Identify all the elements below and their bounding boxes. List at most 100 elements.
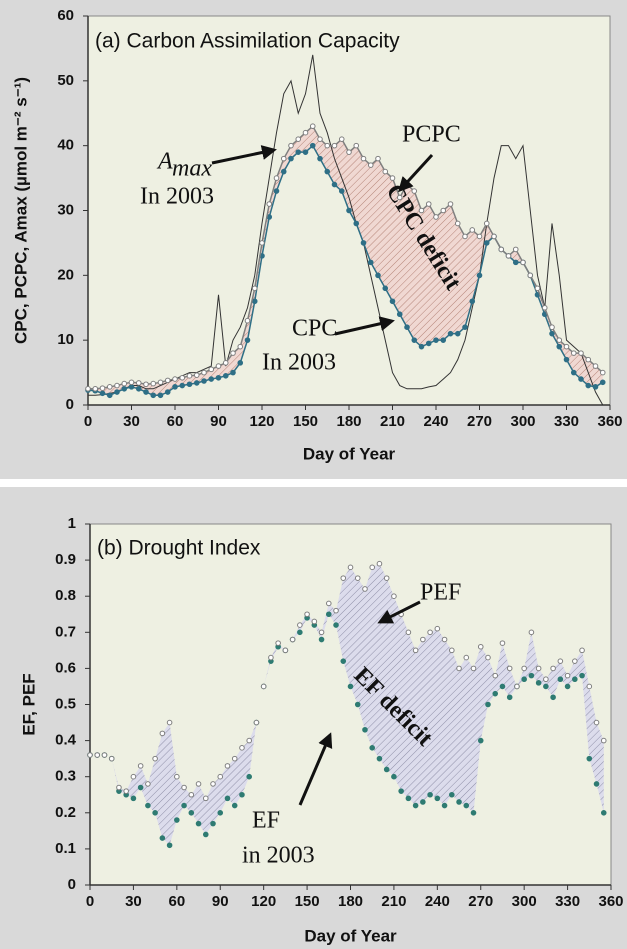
data-point bbox=[535, 665, 542, 672]
data-point bbox=[456, 799, 462, 805]
data-point bbox=[382, 168, 389, 175]
x-tick-label: 360 bbox=[598, 893, 623, 910]
y-tick-label: 0.2 bbox=[55, 804, 76, 821]
data-point bbox=[239, 791, 245, 798]
data-point bbox=[506, 694, 513, 701]
data-point bbox=[404, 324, 410, 331]
data-point bbox=[505, 253, 512, 259]
data-point bbox=[174, 773, 180, 780]
data-point bbox=[224, 795, 231, 802]
data-point bbox=[251, 298, 258, 305]
data-point bbox=[570, 369, 577, 376]
data-point bbox=[462, 233, 468, 240]
y-tick-label: 40 bbox=[57, 137, 74, 154]
data-point bbox=[116, 784, 122, 791]
deficit-area bbox=[88, 126, 603, 396]
y-tick-label: 0 bbox=[66, 396, 74, 413]
panel: 0 10 20 30 40 50 60 0 30 60 90 120 150 180 210 240 270 30… bbox=[11, 7, 622, 464]
data-point bbox=[389, 175, 396, 181]
arrow bbox=[334, 316, 395, 336]
data-point bbox=[362, 726, 368, 733]
data-point bbox=[137, 763, 144, 769]
data-point bbox=[599, 379, 606, 386]
data-point bbox=[202, 795, 209, 802]
data-point bbox=[324, 168, 331, 175]
x-tick-label: 360 bbox=[597, 413, 622, 430]
data-point bbox=[231, 755, 238, 762]
x-tick-label: 60 bbox=[167, 413, 184, 430]
data-point bbox=[563, 356, 570, 363]
data-point bbox=[174, 817, 180, 823]
y-tick-label: 0.8 bbox=[55, 587, 76, 604]
x-tick-label: 120 bbox=[251, 893, 276, 910]
data-point bbox=[398, 788, 404, 794]
data-point bbox=[338, 188, 345, 194]
annotation: CPC bbox=[292, 316, 337, 342]
annotation: max bbox=[172, 156, 212, 182]
data-point bbox=[512, 246, 519, 253]
data-point bbox=[354, 701, 361, 708]
data-point bbox=[411, 337, 418, 343]
data-point bbox=[181, 802, 187, 809]
y-tick-label: 10 bbox=[57, 331, 74, 348]
x-tick-label: 150 bbox=[293, 413, 318, 430]
data-point bbox=[297, 629, 303, 636]
x-tick-label: 120 bbox=[249, 413, 274, 430]
data-point bbox=[193, 372, 200, 378]
data-point bbox=[534, 285, 541, 292]
data-point bbox=[592, 363, 599, 369]
data-point bbox=[135, 380, 142, 386]
data-point bbox=[208, 366, 215, 373]
data-point bbox=[195, 781, 202, 787]
data-point bbox=[433, 337, 439, 343]
data-point bbox=[230, 369, 236, 376]
data-point bbox=[135, 385, 142, 392]
data-point bbox=[208, 376, 215, 382]
data-point bbox=[237, 343, 244, 350]
x-tick-label: 150 bbox=[295, 893, 320, 910]
data-point bbox=[222, 360, 229, 366]
data-point bbox=[309, 123, 316, 130]
data-point bbox=[579, 647, 585, 654]
data-point bbox=[520, 259, 526, 266]
x-tick-label: 210 bbox=[381, 893, 406, 910]
data-point bbox=[593, 781, 600, 787]
data-point bbox=[512, 259, 519, 266]
data-point bbox=[514, 683, 520, 690]
data-point bbox=[202, 831, 209, 838]
data-point bbox=[246, 737, 252, 744]
data-point bbox=[375, 272, 381, 279]
data-point bbox=[143, 389, 149, 395]
data-point bbox=[599, 369, 606, 376]
data-point bbox=[347, 564, 354, 571]
data-point bbox=[239, 745, 245, 751]
data-point bbox=[215, 363, 222, 369]
data-point bbox=[215, 374, 222, 381]
data-point bbox=[224, 763, 231, 769]
chart-title: (a) Carbon Assimilation Capacity bbox=[95, 30, 400, 53]
data-point bbox=[340, 658, 347, 664]
x-tick-label: 180 bbox=[338, 893, 363, 910]
y-tick-label: 0.6 bbox=[55, 659, 76, 676]
annotation: PCPC bbox=[402, 122, 461, 148]
data-point bbox=[396, 311, 403, 318]
data-point bbox=[217, 773, 224, 780]
data-point bbox=[318, 636, 325, 643]
data-point bbox=[498, 246, 505, 253]
data-point bbox=[145, 781, 151, 787]
data-point bbox=[441, 636, 448, 643]
data-point bbox=[317, 136, 323, 142]
data-point bbox=[273, 175, 280, 181]
data-point bbox=[288, 142, 294, 149]
annotation: EF bbox=[252, 808, 280, 834]
data-point bbox=[152, 755, 158, 762]
data-point bbox=[295, 149, 302, 155]
data-point bbox=[353, 142, 360, 149]
data-point bbox=[210, 820, 216, 827]
data-point bbox=[280, 168, 287, 175]
data-point bbox=[367, 259, 374, 266]
x-axis-label: Day of Year bbox=[303, 444, 396, 463]
data-point bbox=[145, 802, 151, 809]
data-point bbox=[550, 694, 556, 701]
